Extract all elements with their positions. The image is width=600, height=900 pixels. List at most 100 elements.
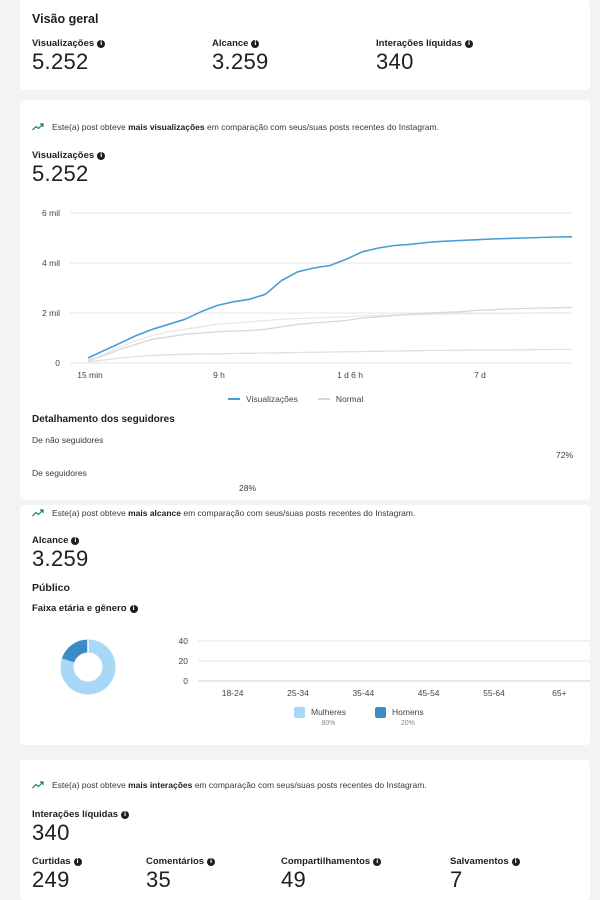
insight-bold: mais interações: [128, 780, 193, 790]
y-tick-label: 4 mil: [42, 258, 60, 268]
metric-value: 340: [32, 820, 70, 845]
metric-label: Visualizações: [32, 150, 95, 161]
x-tick-label: 25-34: [287, 688, 309, 698]
info-icon[interactable]: i: [71, 536, 80, 545]
insight-suffix: em comparação com seus/suas posts recent…: [192, 780, 427, 790]
metric-label: Alcance: [32, 535, 69, 546]
info-icon[interactable]: i: [73, 857, 82, 866]
info-icon[interactable]: i: [511, 857, 520, 866]
metric-label: Salvamentos: [450, 856, 509, 867]
series-line-normal: [87, 306, 573, 362]
metric-value: 249: [32, 867, 70, 892]
views-metric: Visualizações i 5.252: [32, 150, 106, 187]
x-tick-label: 9 h: [213, 370, 225, 380]
info-icon[interactable]: i: [121, 810, 130, 819]
x-tick-label: 35-44: [352, 688, 374, 698]
gender-legend-women: Mulheres 80%: [294, 707, 346, 727]
legend-label-normal: Normal: [335, 394, 364, 404]
metric-label: Compartilhamentos: [281, 856, 371, 867]
info-icon[interactable]: i: [129, 604, 138, 613]
metric-label: Interações líquidas: [32, 809, 119, 820]
reach-card: Este(a) post obteve mais alcance em comp…: [20, 505, 590, 745]
non-followers-label: De não seguidores: [32, 435, 104, 445]
info-icon[interactable]: i: [207, 857, 216, 866]
followers-label: De seguidores: [32, 468, 87, 478]
followers-pct: 28%: [239, 483, 257, 493]
insight-prefix: Este(a) post obteve: [52, 780, 129, 790]
y-tick-label: 0: [183, 676, 188, 686]
metric-shares: Compartilhamentos i 49: [281, 856, 382, 893]
insight-bold: mais visualizações: [128, 122, 205, 132]
insight-prefix: Este(a) post obteve: [52, 122, 129, 132]
interactions-card: Este(a) post obteve mais interações em c…: [20, 760, 590, 900]
legend-swatch-men: [375, 707, 386, 718]
insight-prefix: Este(a) post obteve: [52, 508, 129, 518]
metric-label: Alcance: [212, 38, 249, 49]
legend-label-views: Visualizações: [246, 394, 298, 404]
legend-swatch-views: [228, 398, 240, 400]
metric-label: Comentários: [146, 856, 205, 867]
legend-swatch-normal: [317, 398, 330, 400]
age-gender-label-row: Faixa etária e gênero i: [32, 603, 138, 614]
overview-metric-views: Visualizações i 5.252: [32, 38, 106, 75]
y-tick-label: 20: [179, 656, 189, 666]
reach-metric: Alcance i 3.259: [32, 535, 89, 572]
info-icon[interactable]: i: [373, 857, 382, 866]
gender-legend-men: Homens 20%: [375, 707, 424, 727]
trending-up-icon: [32, 509, 44, 517]
metric-likes: Curtidas i 249: [32, 856, 82, 893]
y-tick-label: 2 mil: [42, 308, 60, 318]
overview-title: Visão geral: [32, 12, 99, 26]
chart-legend: Visualizações Normal: [228, 394, 363, 404]
y-tick-label: 6 mil: [42, 208, 60, 218]
age-gender-label: Faixa etária e gênero: [32, 603, 127, 614]
x-tick-label: 15 min: [77, 370, 103, 380]
reach-insight: Este(a) post obteve mais alcance em comp…: [32, 508, 415, 518]
non-followers-pct: 72%: [556, 450, 574, 460]
views-card: Este(a) post obteve mais visualizações e…: [20, 100, 590, 500]
metric-value: 7: [450, 867, 463, 892]
trending-up-icon: [32, 123, 44, 131]
gender-donut-chart: [60, 639, 116, 695]
info-icon[interactable]: i: [97, 151, 106, 160]
audience-title: Público: [32, 582, 70, 594]
overview-card: Visão geral Visualizações i 5.252 Alcance…: [20, 0, 590, 90]
metric-value: 340: [376, 49, 414, 74]
metric-value: 3.259: [32, 546, 89, 571]
series-line-baseline-3: [87, 312, 572, 362]
views-insight: Este(a) post obteve mais visualizações e…: [32, 122, 439, 132]
legend-pct-women: 80%: [321, 720, 336, 727]
metric-label: Visualizações: [32, 38, 95, 49]
legend-label-men: Homens: [392, 707, 424, 717]
info-icon[interactable]: i: [97, 39, 106, 48]
metric-value: 35: [146, 867, 172, 892]
metric-saves: Salvamentos i 7: [450, 856, 520, 893]
series-line-views: [87, 236, 573, 359]
overview-metric-reach: Alcance i 3.259: [212, 38, 269, 75]
trending-up-icon: [32, 781, 44, 789]
metric-label: Interações líquidas: [376, 38, 463, 49]
x-tick-label: 7 d: [474, 370, 486, 380]
info-icon[interactable]: i: [251, 39, 260, 48]
x-tick-label: 55-64: [483, 688, 505, 698]
info-icon[interactable]: i: [465, 39, 474, 48]
metric-value: 5.252: [32, 161, 89, 186]
insight-suffix: em comparação com seus/suas posts recent…: [181, 508, 416, 518]
metric-label: Curtidas: [32, 856, 71, 867]
insight-suffix: em comparação com seus/suas posts recent…: [204, 122, 439, 132]
x-tick-label: 45-54: [418, 688, 440, 698]
y-tick-label: 40: [179, 636, 189, 646]
interactions-insight: Este(a) post obteve mais interações em c…: [32, 780, 427, 790]
x-tick-label: 1 d 6 h: [337, 370, 363, 380]
insight-bold: mais alcance: [128, 508, 182, 518]
overview-metric-interactions: Interações líquidas i 340: [376, 38, 474, 75]
metric-comments: Comentários i 35: [146, 856, 216, 893]
metric-value: 3.259: [212, 49, 269, 74]
legend-swatch-women: [294, 707, 305, 718]
x-tick-label: 65+: [552, 688, 566, 698]
followers-title: Detalhamento dos seguidores: [32, 414, 175, 425]
y-tick-label: 0: [55, 358, 60, 368]
metric-value: 49: [281, 867, 307, 892]
age-bar-chart: 0 20 40 18-24 25-34 35-44 45-54 55-64 65+: [179, 636, 590, 698]
x-tick-label: 18-24: [222, 688, 244, 698]
